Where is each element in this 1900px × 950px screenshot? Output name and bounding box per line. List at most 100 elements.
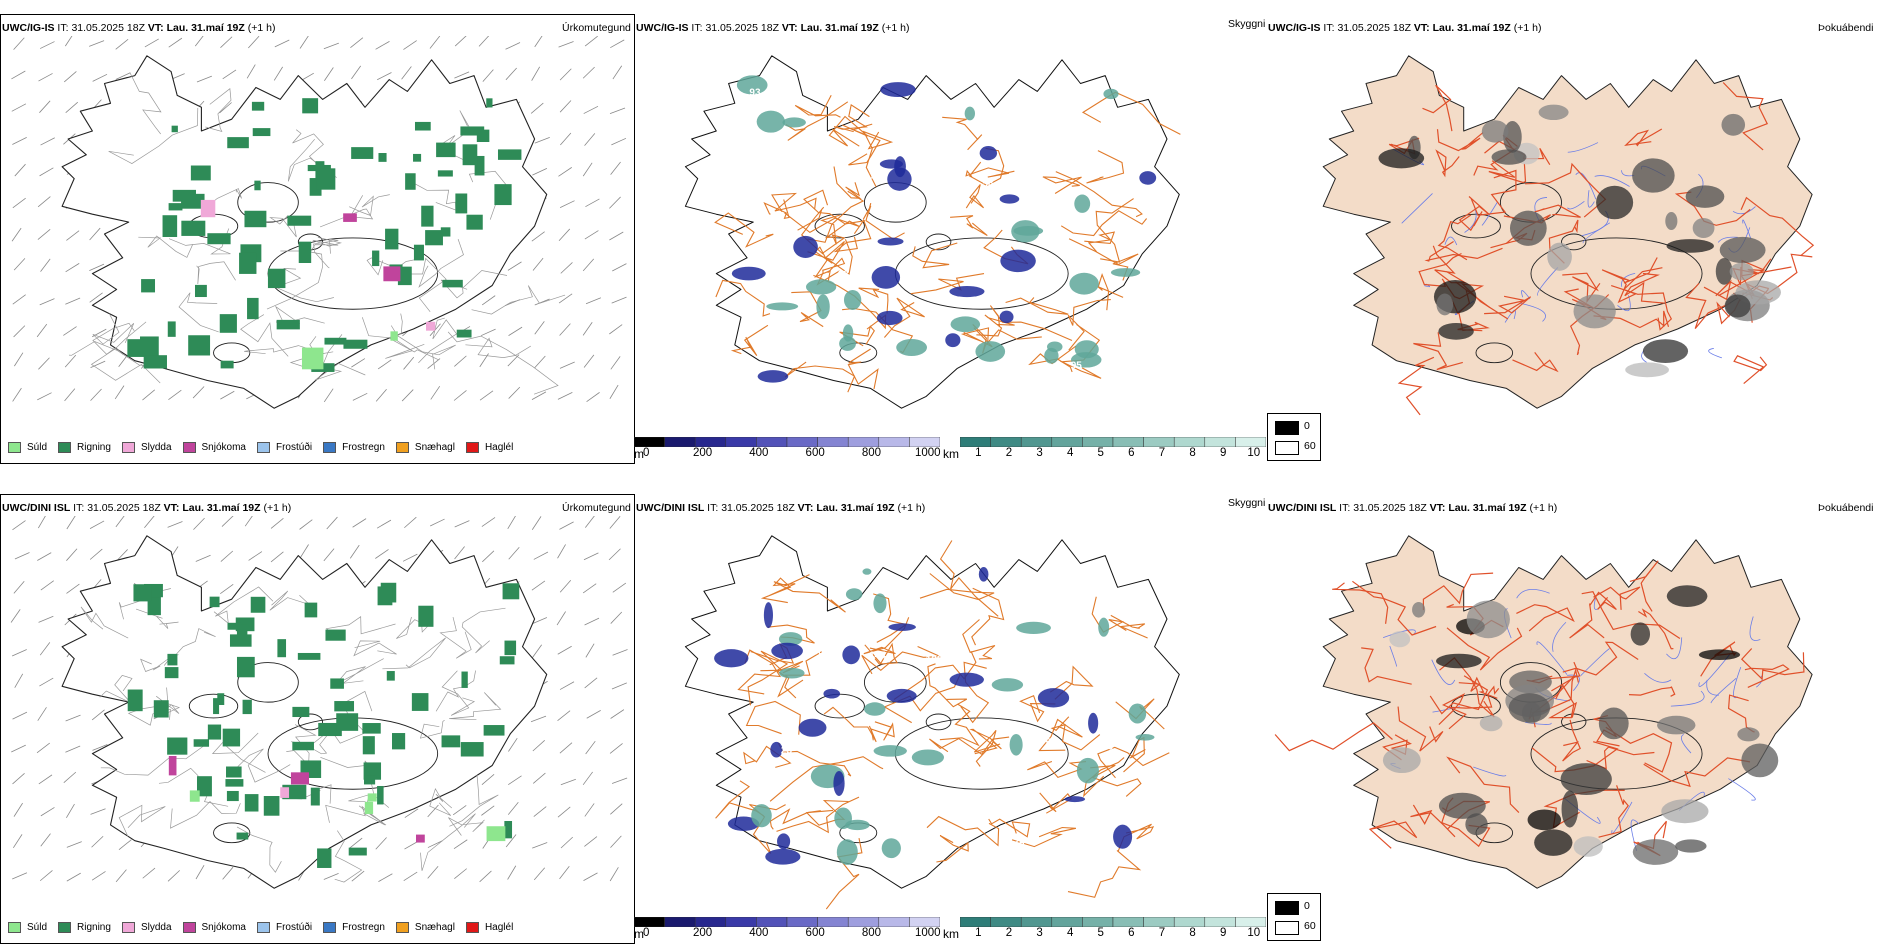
- cloud-base-value: 55: [1046, 738, 1058, 749]
- iceland-coastline: [684, 55, 1180, 409]
- wind-barb: [63, 326, 77, 336]
- river-line: [1567, 200, 1585, 210]
- precip-cell: [343, 339, 368, 349]
- wind-barb: [195, 864, 205, 880]
- cloud-cell: [999, 194, 1020, 204]
- wind-barb: [64, 36, 73, 47]
- cloud-base-value: 77: [957, 833, 969, 844]
- fog-cell: [1573, 836, 1603, 857]
- cloud-cell: [823, 688, 841, 699]
- wind-barb: [39, 167, 54, 177]
- colorbar-tick: 5: [1097, 927, 1104, 939]
- precip-cell: [196, 776, 212, 797]
- cloud-cell: [999, 310, 1014, 324]
- precip-cell: [334, 701, 355, 712]
- river-line: [1432, 706, 1460, 713]
- cloud-cell: [949, 672, 984, 687]
- river-line: [1717, 236, 1738, 243]
- wind-barb: [13, 258, 26, 271]
- road-line: [138, 235, 194, 258]
- cloud-base-value: 87: [957, 353, 969, 364]
- colorbar-tick: 4: [1066, 927, 1074, 939]
- wind-barb: [531, 516, 542, 530]
- cloudcover-title-top: UWC/IG-IS IT: 31.05.2025 18Z VT: Lau. 31…: [1268, 22, 1542, 34]
- wind-barb: [66, 230, 80, 241]
- glacier-outline: [297, 713, 324, 731]
- precip-cell: [405, 173, 416, 190]
- precip-cell: [143, 355, 167, 369]
- cloud-cell: [763, 602, 773, 629]
- fog-cell: [1632, 158, 1675, 193]
- wind-barb: [37, 707, 47, 721]
- road-line: [1413, 332, 1463, 371]
- colorbar-cell: [878, 917, 910, 927]
- glacier-outline: [1530, 237, 1703, 310]
- road-line: [196, 261, 236, 285]
- wind-barb: [377, 72, 392, 81]
- height-unit-top: m: [634, 447, 644, 461]
- wind-barb: [349, 837, 363, 849]
- colorbar-tick: 1: [975, 447, 982, 459]
- legend-swatch: [121, 442, 135, 453]
- road-line: [965, 167, 1015, 178]
- wind-barb: [39, 870, 53, 882]
- cloud-cell: [714, 649, 749, 668]
- wind-barb: [534, 321, 545, 335]
- wind-barb: [65, 263, 80, 273]
- wind-barb: [560, 778, 576, 786]
- fog-cell: [1692, 217, 1715, 239]
- wind-barb: [582, 322, 593, 336]
- wind-barb: [612, 65, 623, 80]
- cloud-cell: [876, 310, 903, 326]
- wind-barb: [611, 777, 628, 784]
- precip-cell: [476, 129, 490, 143]
- legend-label: Frostregn: [342, 922, 385, 933]
- road-line: [714, 212, 774, 248]
- fog-cell: [1729, 262, 1754, 281]
- river-line: [1706, 679, 1719, 696]
- precip-cell: [336, 713, 359, 731]
- precip-cell: [413, 244, 424, 261]
- wind-barb: [559, 579, 572, 593]
- colorbar-cell: [786, 917, 818, 927]
- wind-barb: [246, 64, 256, 79]
- road-line: [1611, 285, 1673, 331]
- height-unit-bottom: m: [634, 927, 644, 941]
- wind-barb: [115, 869, 127, 883]
- river-line: [1401, 193, 1433, 224]
- road-line: [441, 670, 476, 716]
- road-line: [382, 637, 446, 670]
- legend-label: Rigning: [77, 442, 111, 453]
- cloud-cell: [862, 568, 872, 575]
- legend-item: Snæhagl: [395, 922, 455, 933]
- cloud-cell: [886, 688, 917, 703]
- precip-legend-bottom: Súld Rigning Slydda Snjókoma Frostúði Frostre…: [8, 922, 524, 933]
- precip-map-top: [11, 36, 627, 409]
- wind-barb: [89, 548, 103, 560]
- road-line: [1068, 238, 1139, 281]
- road-line: [231, 748, 291, 783]
- precip-cell: [504, 640, 517, 656]
- wind-barb: [39, 100, 51, 113]
- road-line: [823, 706, 877, 743]
- precip-cell: [377, 586, 393, 606]
- fog-cell: [1698, 649, 1741, 661]
- road-line: [439, 617, 472, 659]
- glacier-outline: [1451, 693, 1501, 719]
- wind-barb: [248, 551, 263, 561]
- road-line: [1110, 614, 1148, 639]
- legend-swatch: [256, 922, 270, 933]
- road-line: [1274, 722, 1393, 752]
- road-line: [873, 593, 908, 643]
- road-line: [240, 314, 289, 357]
- colorbar-tick: 4: [1066, 447, 1074, 459]
- colorbar-tick: 2: [1005, 447, 1013, 459]
- precip-cell: [363, 762, 382, 780]
- river-line: [1431, 659, 1456, 685]
- wind-barb: [12, 294, 26, 305]
- precip-cell: [460, 742, 484, 757]
- colorbar-tick: 0: [643, 927, 650, 939]
- precip-cell: [254, 180, 261, 191]
- river-line: [1587, 190, 1595, 208]
- cloud-cell: [751, 804, 772, 828]
